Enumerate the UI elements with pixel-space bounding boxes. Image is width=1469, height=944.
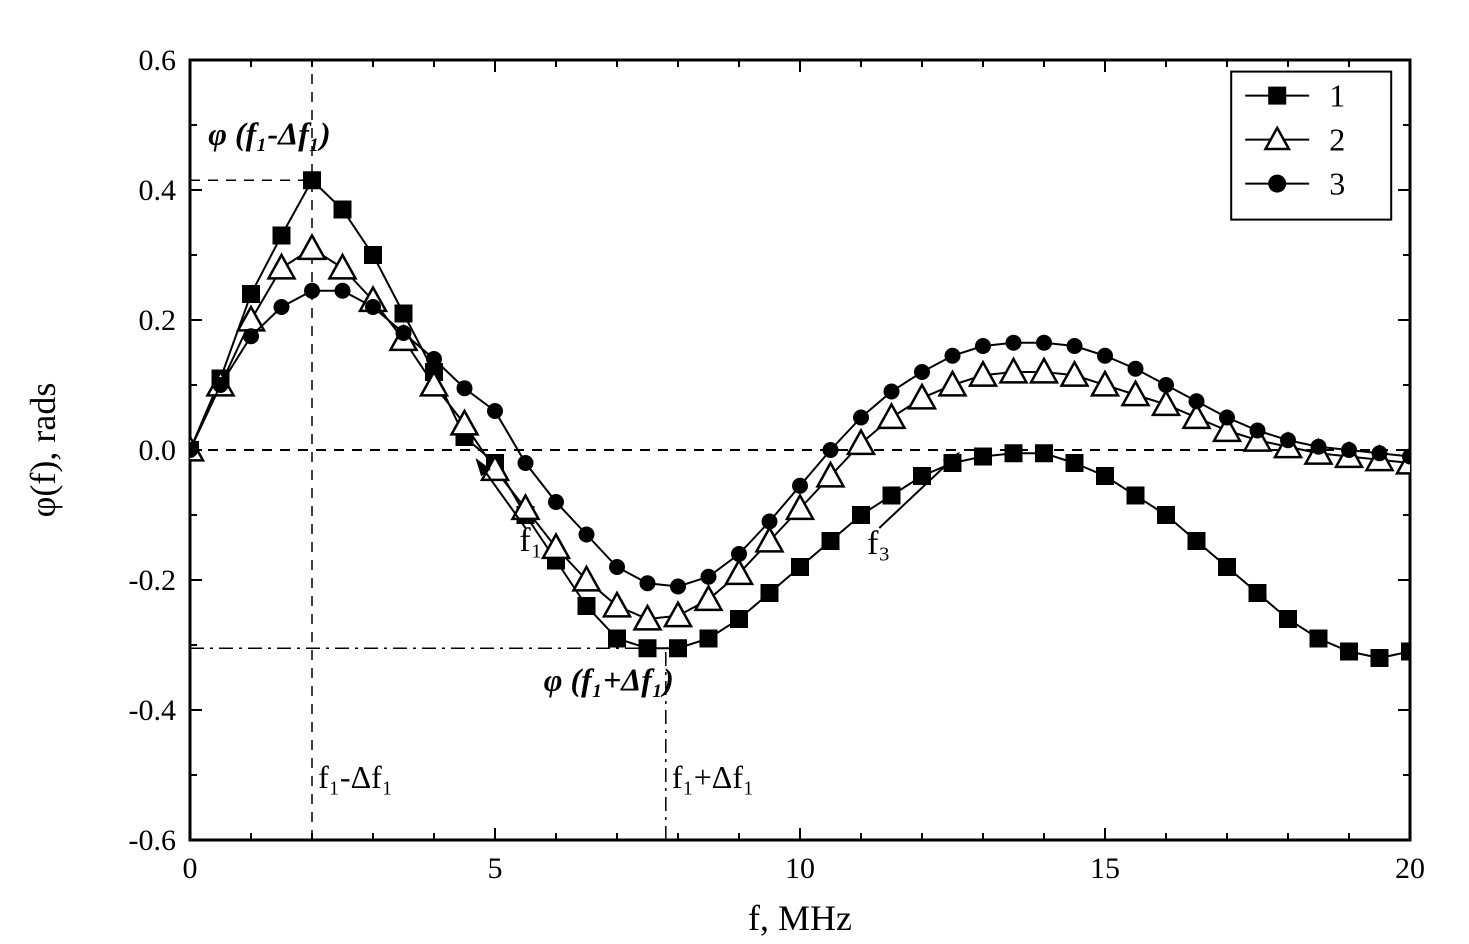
y-tick-label: 0.4	[139, 174, 177, 207]
phase-vs-frequency-chart: 0 5 10 15 20 f, MHz -0.6 -0.4 -0.2 0.0 0.2 0.4 0.6 φ(…	[0, 0, 1469, 944]
y-tick-label: 0.6	[139, 44, 177, 77]
circle-marker-icon	[304, 283, 320, 299]
legend-label: 2	[1329, 122, 1345, 158]
circle-marker-icon	[426, 351, 442, 367]
square-marker-icon	[334, 201, 352, 219]
circle-marker-icon	[213, 377, 229, 393]
annotation-label: f₁	[519, 522, 542, 559]
square-marker-icon	[364, 246, 382, 264]
annotation-label: f₁-Δf₁	[318, 759, 393, 795]
circle-marker-icon	[335, 283, 351, 299]
circle-marker-icon	[975, 338, 991, 354]
circle-marker-icon	[823, 442, 839, 458]
annotation-label: φ (f₁+Δf₁)	[544, 662, 674, 698]
square-marker-icon	[1035, 444, 1053, 462]
x-tick-label: 0	[183, 852, 198, 885]
annotation-label: f₁+Δf₁	[672, 759, 754, 795]
circle-marker-icon	[701, 569, 717, 585]
circle-marker-icon	[853, 410, 869, 426]
y-tick-label: -0.2	[129, 564, 177, 597]
circle-marker-icon	[670, 579, 686, 595]
circle-marker-icon	[487, 403, 503, 419]
circle-marker-icon	[1268, 175, 1286, 193]
square-marker-icon	[1268, 87, 1286, 105]
square-marker-icon	[700, 630, 718, 648]
circle-marker-icon	[1341, 442, 1357, 458]
circle-marker-icon	[640, 575, 656, 591]
square-marker-icon	[1188, 532, 1206, 550]
x-tick-label: 10	[785, 852, 815, 885]
square-marker-icon	[761, 584, 779, 602]
square-marker-icon	[1096, 467, 1114, 485]
circle-marker-icon	[731, 546, 747, 562]
annotation-label: φ (f₁-Δf₁)	[208, 116, 330, 152]
circle-marker-icon	[609, 559, 625, 575]
legend-label: 3	[1329, 166, 1345, 202]
square-marker-icon	[1218, 558, 1236, 576]
square-marker-icon	[883, 487, 901, 505]
square-marker-icon	[1127, 487, 1145, 505]
square-marker-icon	[608, 630, 626, 648]
legend-box	[1231, 72, 1391, 220]
circle-marker-icon	[1311, 439, 1327, 455]
circle-marker-icon	[1189, 393, 1205, 409]
circle-marker-icon	[579, 527, 595, 543]
circle-marker-icon	[762, 514, 778, 530]
y-tick-label: 0.2	[139, 304, 177, 337]
circle-marker-icon	[1158, 377, 1174, 393]
square-marker-icon	[273, 227, 291, 245]
circle-marker-icon	[1036, 335, 1052, 351]
square-marker-icon	[791, 558, 809, 576]
circle-marker-icon	[1250, 423, 1266, 439]
circle-marker-icon	[548, 494, 564, 510]
circle-marker-icon	[243, 328, 259, 344]
square-marker-icon	[303, 171, 321, 189]
square-marker-icon	[578, 597, 596, 615]
square-marker-icon	[1371, 649, 1389, 667]
square-marker-icon	[974, 448, 992, 466]
circle-marker-icon	[1128, 361, 1144, 377]
square-marker-icon	[822, 532, 840, 550]
square-marker-icon	[1310, 630, 1328, 648]
square-marker-icon	[669, 639, 687, 657]
square-marker-icon	[1340, 643, 1358, 661]
circle-marker-icon	[792, 478, 808, 494]
legend-label: 1	[1329, 78, 1345, 114]
circle-marker-icon	[518, 455, 534, 471]
square-marker-icon	[395, 305, 413, 323]
circle-marker-icon	[945, 348, 961, 364]
circle-marker-icon	[274, 299, 290, 315]
y-axis-label: φ(f), rads	[23, 383, 63, 518]
square-marker-icon	[242, 285, 260, 303]
square-marker-icon	[639, 639, 657, 657]
circle-marker-icon	[365, 299, 381, 315]
circle-marker-icon	[1372, 445, 1388, 461]
square-marker-icon	[944, 454, 962, 472]
circle-marker-icon	[1006, 335, 1022, 351]
x-axis-label: f, MHz	[748, 898, 852, 938]
circle-marker-icon	[1097, 348, 1113, 364]
square-marker-icon	[1066, 454, 1084, 472]
square-marker-icon	[1157, 506, 1175, 524]
y-tick-label: 0.0	[139, 434, 177, 467]
y-tick-label: -0.6	[129, 824, 177, 857]
circle-marker-icon	[1280, 432, 1296, 448]
square-marker-icon	[1005, 444, 1023, 462]
circle-marker-icon	[914, 364, 930, 380]
square-marker-icon	[1279, 610, 1297, 628]
y-tick-label: -0.4	[129, 694, 177, 727]
square-marker-icon	[852, 506, 870, 524]
annotation-label: f₃	[867, 525, 890, 562]
x-tick-label: 15	[1090, 852, 1120, 885]
x-tick-label: 20	[1395, 852, 1425, 885]
circle-marker-icon	[1067, 338, 1083, 354]
circle-marker-icon	[884, 384, 900, 400]
circle-marker-icon	[396, 325, 412, 341]
figure-container: { "chart": { "type": "line-scatter", "wi…	[0, 0, 1469, 944]
circle-marker-icon	[1219, 410, 1235, 426]
square-marker-icon	[730, 610, 748, 628]
x-tick-label: 5	[488, 852, 503, 885]
circle-marker-icon	[457, 380, 473, 396]
square-marker-icon	[1249, 584, 1267, 602]
